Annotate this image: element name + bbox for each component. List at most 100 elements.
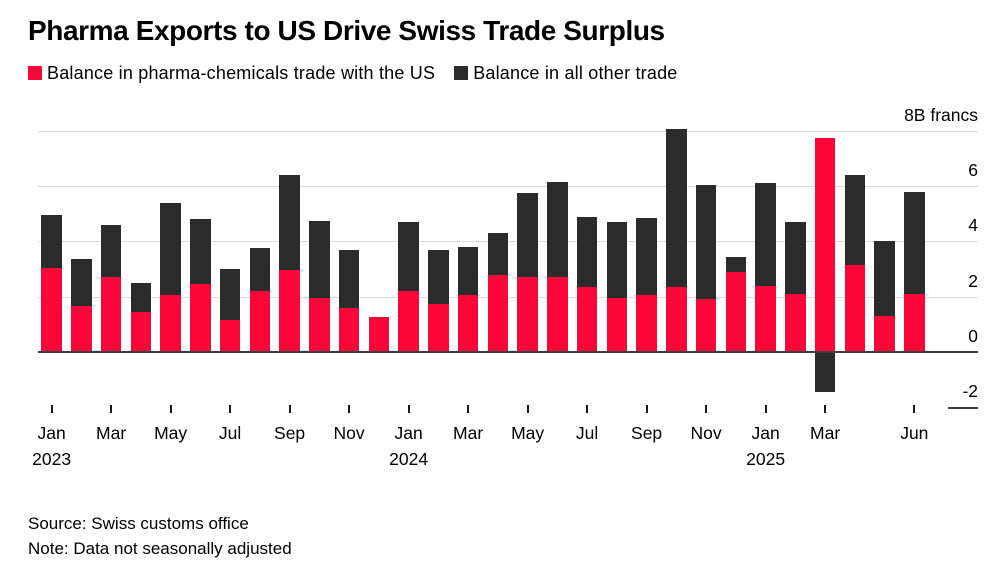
x-axis-month-label: Sep (274, 423, 306, 443)
x-tick (50, 405, 53, 413)
y-axis-label: 8B francs (904, 104, 978, 125)
legend-item-pharma: Balance in pharma-chemicals trade with t… (28, 63, 435, 84)
bar-pharma-segment (457, 295, 479, 352)
bar-other-segment (844, 175, 866, 265)
bar-pharma-segment (844, 264, 866, 352)
x-tick (229, 405, 232, 413)
bar-pharma-segment (130, 311, 152, 352)
bar-other-segment (279, 175, 300, 271)
x-tick (110, 405, 113, 413)
gridline (38, 186, 978, 187)
x-tick (169, 405, 172, 413)
axis-bottom-dash (948, 407, 978, 410)
bar-other-segment (219, 269, 241, 321)
x-tick (586, 405, 589, 413)
bar-other-segment (606, 222, 628, 299)
bar-pharma-segment (100, 277, 122, 352)
bar-pharma-segment (71, 306, 92, 352)
x-axis-month-label: Jan (751, 423, 780, 443)
bar-pharma-segment (249, 291, 271, 352)
x-axis-month-label: Nov (333, 423, 365, 443)
bar-other-segment (547, 181, 568, 278)
bar-pharma-segment (309, 298, 330, 352)
bar-other-segment (398, 222, 419, 292)
x-axis-month-label: Mar (810, 423, 841, 443)
bar-pharma-segment (398, 291, 419, 352)
x-tick (467, 405, 470, 413)
x-tick (764, 405, 767, 413)
bar-other-segment (517, 193, 538, 278)
bar-pharma-segment (576, 287, 598, 352)
source-note: Source: Swiss customs office (28, 514, 249, 533)
bar-other-segment (41, 215, 62, 268)
bar-other-segment (666, 129, 687, 287)
bar-pharma-segment (636, 295, 657, 352)
bar-other-segment (755, 183, 776, 286)
legend-swatch-black (454, 66, 469, 80)
x-tick (824, 405, 827, 413)
bar-pharma-segment (517, 277, 538, 352)
x-axis-month-label: May (511, 423, 545, 443)
x-tick (348, 405, 351, 413)
bar-pharma-segment (785, 293, 806, 352)
bar-pharma-segment (487, 274, 509, 352)
legend-item-other: Balance in all other trade (454, 63, 677, 84)
x-tick (913, 405, 916, 413)
y-axis-label: 6 (968, 160, 978, 180)
bar-other-segment (71, 259, 92, 307)
x-tick (288, 405, 291, 413)
y-axis-label: 0 (968, 326, 978, 346)
bar-other-segment (160, 202, 181, 296)
gridline (38, 130, 978, 132)
bar-pharma-segment (904, 293, 925, 352)
x-tick (407, 405, 410, 413)
bar-pharma-segment (725, 271, 747, 352)
bar-other-segment (190, 219, 211, 285)
x-axis-month-label: May (154, 423, 188, 443)
bar-other-segment (428, 249, 449, 304)
bar-pharma-segment (41, 267, 62, 352)
x-axis-month-label: Sep (631, 423, 663, 443)
x-axis-month-label: Jan (394, 423, 423, 443)
x-axis-month-label: Nov (690, 423, 722, 443)
y-axis-label: 4 (968, 215, 978, 236)
x-axis-month-label: Jul (575, 423, 599, 443)
bar-pharma-segment (814, 137, 836, 352)
bar-other-segment (874, 241, 895, 317)
x-axis-year-label: 2024 (389, 449, 429, 469)
bar-pharma-segment (428, 303, 449, 352)
bar-other-segment (636, 217, 657, 296)
legend-label-pharma: Balance in pharma-chemicals trade with t… (47, 62, 436, 83)
chart-title: Pharma Exports to US Drive Swiss Trade S… (28, 15, 665, 46)
bar-other-segment (457, 246, 479, 296)
bar-pharma-segment (606, 298, 628, 352)
bar-pharma-segment (338, 307, 360, 352)
bar-pharma-segment (666, 287, 687, 352)
bar-pharma-segment (874, 316, 895, 352)
bar-pharma-segment (219, 320, 241, 352)
x-axis-month-label: Jun (900, 423, 929, 443)
bar-pharma-segment (547, 277, 568, 352)
chart-legend: Balance in pharma-chemicals trade with t… (28, 62, 697, 84)
x-tick (705, 405, 708, 413)
bar-pharma-segment (190, 284, 211, 352)
bar-other-segment (725, 256, 747, 272)
bar-other-segment (785, 222, 806, 294)
bar-other-segment (695, 184, 717, 300)
chart-footer: Source: Swiss customs office Note: Data … (28, 511, 292, 561)
legend-swatch-red (28, 66, 42, 80)
bar-other-segment (487, 233, 509, 275)
x-axis-year-label: 2023 (32, 449, 72, 469)
bar-pharma-segment (368, 317, 390, 352)
bar-pharma-segment (279, 270, 300, 352)
zero-axis-line (38, 351, 978, 353)
bar-pharma-segment (160, 295, 181, 352)
y-axis-label: -2 (962, 381, 978, 402)
x-axis-month-label: Jul (218, 423, 242, 443)
seasonality-note: Note: Data not seasonally adjusted (28, 539, 292, 558)
bar-other-segment (904, 191, 925, 294)
bar-other-segment (576, 216, 598, 287)
bar-other-segment (309, 220, 330, 298)
x-axis-year-label: 2025 (746, 449, 786, 469)
